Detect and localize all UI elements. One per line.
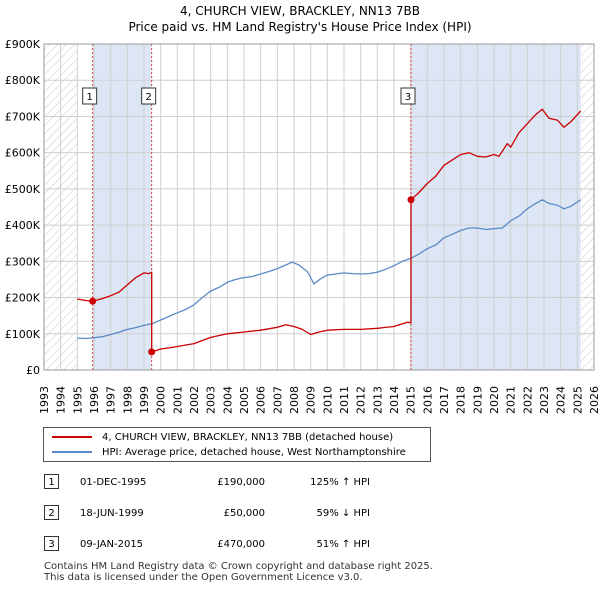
sale-number: 1: [44, 474, 59, 489]
x-tick-label: 1995: [71, 386, 84, 414]
sale-hpi: 59% ↓ HPI: [316, 508, 370, 519]
sale-date: 09-JAN-2015: [80, 539, 144, 550]
y-tick-label: £200K: [5, 292, 41, 305]
chart-title: 4, CHURCH VIEW, BRACKLEY, NN13 7BB: [180, 4, 420, 18]
x-tick-label: 2019: [471, 386, 484, 414]
x-tick-label: 1996: [88, 386, 101, 414]
footer-license: This data is licensed under the Open Gov…: [44, 572, 363, 583]
legend: 4, CHURCH VIEW, BRACKLEY, NN13 7BB (deta…: [43, 427, 431, 462]
footer-copyright: Contains HM Land Registry data © Crown c…: [44, 561, 433, 572]
x-tick-label: 2020: [488, 386, 501, 414]
y-tick-label: £500K: [5, 183, 41, 196]
x-tick-label: 2016: [421, 386, 434, 414]
x-tick-label: 2023: [538, 386, 551, 414]
x-tick-label: 2002: [188, 386, 201, 414]
y-tick-label: £400K: [5, 219, 41, 232]
sale-hpi: 125% ↑ HPI: [310, 477, 370, 488]
series-line-hpi: [77, 199, 582, 340]
ownership-period-3: [411, 44, 581, 370]
sale-price: £470,000: [217, 539, 265, 550]
sale-number: 2: [44, 505, 59, 520]
y-tick-label: £700K: [5, 110, 41, 123]
x-tick-label: 2024: [555, 386, 568, 414]
sale-marker-box-3: [400, 87, 416, 105]
x-tick-label: 2014: [388, 386, 401, 414]
chart-subtitle: Price paid vs. HM Land Registry's House …: [128, 20, 472, 34]
sale-price: £190,000: [217, 477, 265, 488]
legend-item-hpi: HPI: Average price, detached house, West…: [52, 446, 406, 460]
sale-point-1: [89, 297, 97, 305]
y-tick-label: £900K: [5, 38, 41, 51]
legend-swatch-property: [52, 436, 92, 438]
sale-point-3: [407, 196, 415, 204]
sale-marker-box-1: [82, 87, 98, 105]
x-tick-label: 2000: [155, 386, 168, 414]
x-tick-label: 2008: [288, 386, 301, 414]
plot-border: [43, 43, 595, 371]
x-tick-label: 1997: [105, 386, 118, 414]
sale-marker-label-1: 1: [86, 92, 92, 103]
sale-hpi: 51% ↑ HPI: [316, 539, 370, 550]
y-tick-label: £0: [26, 364, 40, 377]
legend-item-property: 4, CHURCH VIEW, BRACKLEY, NN13 7BB (deta…: [52, 431, 393, 445]
x-tick-label: 1999: [138, 386, 151, 414]
x-tick-label: 2015: [405, 386, 418, 414]
legend-label-property: 4, CHURCH VIEW, BRACKLEY, NN13 7BB (deta…: [102, 432, 394, 443]
sale-number: 3: [44, 536, 59, 551]
x-tick-label: 2003: [205, 386, 218, 414]
y-tick-label: £100K: [5, 328, 41, 341]
x-tick-label: 2012: [355, 386, 368, 414]
x-tick-label: 2004: [221, 386, 234, 414]
sale-marker-label-3: 3: [405, 92, 411, 103]
x-tick-label: 2018: [455, 386, 468, 414]
legend-label-hpi: HPI: Average price, detached house, West…: [102, 447, 406, 458]
x-tick-label: 2005: [238, 386, 251, 414]
y-tick-label: £300K: [5, 255, 41, 268]
x-tick-label: 2009: [305, 386, 318, 414]
sale-date: 18-JUN-1999: [80, 508, 144, 519]
sale-marker-box-2: [141, 87, 157, 105]
x-tick-label: 2007: [271, 386, 284, 414]
sale-row-1: 1 01-DEC-1995 £190,000 125% ↑ HPI: [0, 474, 600, 492]
x-tick-label: 1994: [55, 386, 68, 414]
series-line-property: [77, 108, 582, 353]
x-tick-label: 2025: [571, 386, 584, 414]
x-tick-label: 2021: [505, 386, 518, 414]
price-chart: 1 2 3 £0 £100K £200K £300K £400K £500K £600K £700…: [5, 38, 600, 414]
sale-price: £50,000: [223, 508, 265, 519]
x-tick-label: 1993: [38, 386, 51, 414]
sale-date: 01-DEC-1995: [80, 477, 147, 488]
y-tick-label: £600K: [5, 147, 41, 160]
x-tick-label: 2010: [321, 386, 334, 414]
sale-row-2: 2 18-JUN-1999 £50,000 59% ↓ HPI: [0, 505, 600, 523]
hatch-after-data: [580, 44, 594, 370]
sale-row-3: 3 09-JAN-2015 £470,000 51% ↑ HPI: [0, 536, 600, 554]
x-tick-label: 2001: [171, 386, 184, 414]
x-tick-label: 2013: [371, 386, 384, 414]
sale-marker-label-2: 2: [145, 92, 151, 103]
x-tick-label: 2022: [521, 386, 534, 414]
sale-point-2: [148, 348, 156, 356]
legend-swatch-hpi: [52, 451, 92, 453]
x-tick-label: 2006: [255, 386, 268, 414]
x-tick-label: 2017: [438, 386, 451, 414]
x-tick-label: 1998: [121, 386, 134, 414]
x-tick-label: 2026: [588, 386, 600, 414]
y-tick-label: £800K: [5, 74, 41, 87]
x-tick-label: 2011: [338, 386, 351, 414]
